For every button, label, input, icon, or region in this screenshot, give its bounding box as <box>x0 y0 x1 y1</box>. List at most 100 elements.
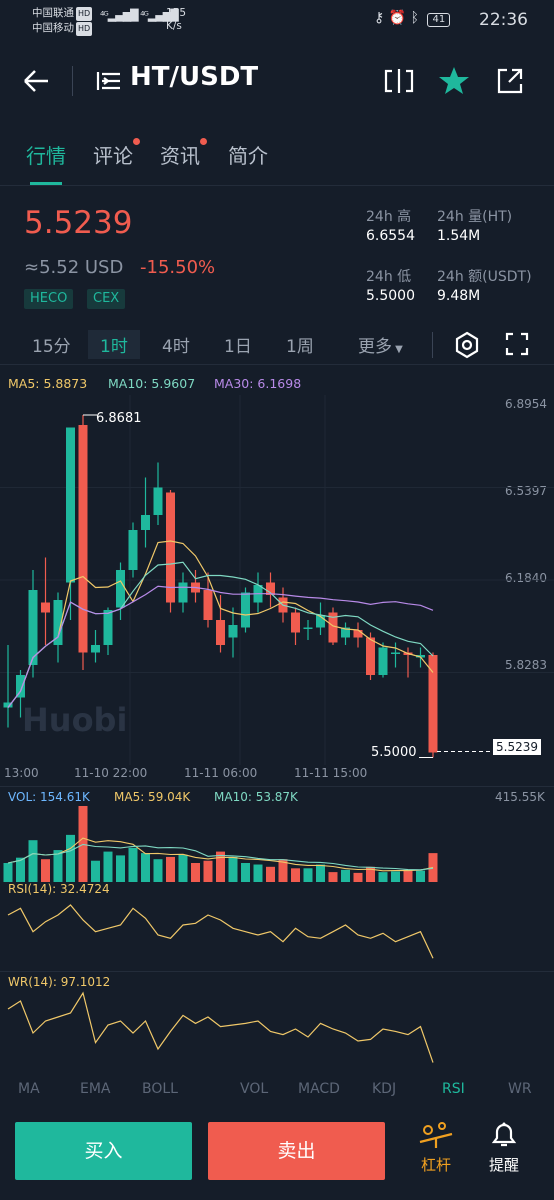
watermark-logo: Huobi <box>22 701 127 739</box>
rsi-line <box>7 904 434 959</box>
carrier-1: 中国联通 <box>32 7 74 19</box>
top-tabs: 行情 评论 资讯 简介 <box>0 138 554 186</box>
price-axis-label: 6.8954 <box>505 397 547 411</box>
ma5-line <box>7 540 434 708</box>
ma30-legend: MA30: 6.1698 <box>214 376 302 391</box>
tab-news-label: 资讯 <box>160 144 200 168</box>
alert-label: 提醒 <box>488 1156 519 1174</box>
candle-body <box>53 600 63 645</box>
time-axis-label: 13:00 <box>4 766 39 780</box>
volume-bar <box>41 859 50 882</box>
indicator-tab-boll[interactable]: BOLL <box>142 1081 178 1097</box>
vol-ma10-legend: MA10: 53.87K <box>214 790 298 804</box>
tabs-divider <box>0 185 554 186</box>
sell-button[interactable]: 卖出 <box>208 1122 385 1180</box>
leverage-button[interactable]: 杠杆 <box>414 1120 458 1175</box>
key-icon: ⚷ <box>374 10 385 26</box>
time-axis-label: 11-10 22:00 <box>74 766 148 780</box>
volume-bar <box>403 869 413 882</box>
ma5-legend: MA5: 5.8873 <box>8 376 88 391</box>
compare-icon[interactable] <box>384 68 414 94</box>
alert-button[interactable]: 提醒 <box>482 1120 526 1175</box>
volume-bar <box>303 868 313 882</box>
volume-bar <box>3 863 13 882</box>
candle-body <box>141 515 150 530</box>
clock: 22:36 <box>479 10 528 30</box>
last-price: 5.5239 <box>24 205 133 241</box>
usd-price: ≈5.52 USD <box>24 257 124 278</box>
volume-bar <box>53 850 63 882</box>
candle-body <box>266 582 275 595</box>
volume-bar <box>378 872 388 882</box>
period-15m[interactable]: 15分 <box>32 337 71 357</box>
tab-news[interactable]: 资讯 <box>160 138 207 169</box>
rsi-divider <box>0 971 554 972</box>
volume-bar <box>178 854 188 882</box>
volume-label: 24h 量(HT) <box>437 209 513 225</box>
volume-bar <box>203 860 213 882</box>
price-axis-label: 5.8283 <box>505 658 547 672</box>
low-annotation: 5.5000 <box>371 745 417 760</box>
heco-badge: HECO <box>24 289 74 309</box>
candle-body <box>228 625 238 638</box>
fullscreen-icon[interactable] <box>505 332 529 356</box>
dropdown-icon: ▼ <box>392 344 403 355</box>
pair-title[interactable]: HT/USDT <box>130 62 259 92</box>
buy-button[interactable]: 买入 <box>15 1122 192 1180</box>
tab-intro[interactable]: 简介 <box>228 144 268 168</box>
bell-icon <box>491 1122 517 1147</box>
indicator-tab-rsi[interactable]: RSI <box>442 1081 465 1097</box>
candle-body <box>378 647 388 675</box>
volume-bar <box>228 856 238 882</box>
settings-icon[interactable] <box>453 331 481 359</box>
candle-body <box>416 655 425 658</box>
ma30-line <box>7 585 434 708</box>
volume-bar <box>191 863 200 882</box>
tab-comments[interactable]: 评论 <box>93 138 140 169</box>
share-icon[interactable] <box>496 67 524 95</box>
vol-ma5-legend: MA5: 59.04K <box>114 790 191 804</box>
period-selector: 15分 1时 4时 1日 1周 更多 ▼ <box>0 326 554 362</box>
period-1d[interactable]: 1日 <box>224 337 252 357</box>
wr-chart[interactable] <box>0 985 554 1065</box>
market-list-icon[interactable] <box>95 69 123 93</box>
volume-chart[interactable] <box>0 800 554 882</box>
period-more[interactable]: 更多 ▼ <box>358 332 403 357</box>
volume-bar <box>391 871 400 882</box>
rsi-chart[interactable] <box>0 895 554 970</box>
candlestick-chart[interactable]: Huobi <box>0 395 554 765</box>
indicator-tab-macd[interactable]: MACD <box>298 1081 340 1097</box>
tab-comments-label: 评论 <box>93 144 133 168</box>
indicator-tab-kdj[interactable]: KDJ <box>372 1081 397 1097</box>
candle-body <box>153 487 163 515</box>
back-arrow-icon[interactable] <box>22 69 50 93</box>
volume-bar <box>153 859 163 882</box>
time-axis-label: 11-11 15:00 <box>294 766 368 780</box>
candle-body <box>166 492 175 603</box>
volume-bar <box>241 863 250 882</box>
cex-badge: CEX <box>87 289 126 309</box>
volume-bar <box>316 864 325 882</box>
net-speed: 155 K/s <box>166 7 187 32</box>
candle-body <box>203 590 213 620</box>
candle-body <box>78 425 88 653</box>
favorite-star-icon[interactable] <box>438 65 470 95</box>
indicator-tab-wr[interactable]: WR <box>508 1081 532 1097</box>
candle-body <box>316 615 325 628</box>
volume-bar <box>278 859 288 882</box>
period-1w[interactable]: 1周 <box>286 337 314 357</box>
period-1h[interactable]: 1时 <box>88 330 140 359</box>
tab-market[interactable]: 行情 <box>26 144 66 168</box>
candle-body <box>241 592 250 628</box>
period-divider <box>432 332 433 358</box>
candle-body <box>41 602 50 613</box>
period-4h[interactable]: 4时 <box>162 337 190 357</box>
indicator-tab-vol[interactable]: VOL <box>240 1081 269 1097</box>
indicator-tab-ma[interactable]: MA <box>18 1081 40 1097</box>
volume-bar <box>128 847 138 882</box>
indicator-tab-ema[interactable]: EMA <box>80 1081 111 1097</box>
nav-bar <box>0 58 554 104</box>
candle-body <box>291 612 300 633</box>
candle-body <box>303 627 313 629</box>
hd-badge: HD <box>76 22 93 36</box>
